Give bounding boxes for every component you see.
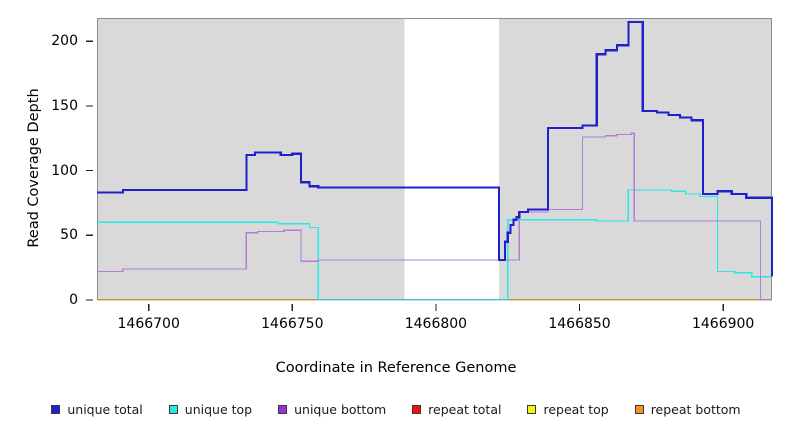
legend-label: unique bottom	[294, 401, 387, 417]
x-axis-title: Coordinate in Reference Genome	[275, 360, 517, 376]
legend-entry: unique bottom	[278, 402, 386, 417]
legend-color-swatch	[412, 404, 422, 414]
legend-entry: repeat bottom	[634, 401, 741, 417]
legend-entry: repeat top	[527, 401, 609, 417]
legend-label: unique top	[184, 401, 253, 417]
y-tick-label: 100	[51, 162, 78, 179]
legend-label: repeat top	[543, 401, 609, 417]
y-tick-label: 150	[51, 97, 78, 114]
legend-color-swatch	[634, 404, 644, 414]
x-tick-label: 1466750	[261, 316, 324, 332]
legend-color-swatch	[51, 404, 61, 414]
chart-legend: unique total unique top unique bottom repea…	[0, 398, 792, 420]
legend-entry: repeat total	[412, 402, 501, 417]
legend-entry: unique top	[168, 401, 253, 417]
legend-color-swatch	[527, 404, 537, 414]
x-tick-label: 1466850	[548, 316, 611, 332]
no-data-gap-region	[404, 18, 500, 300]
x-tick-label: 1466800	[404, 316, 468, 332]
y-tick-label: 0	[69, 292, 78, 308]
legend-color-swatch	[168, 404, 178, 414]
x-tick-label: 1466900	[691, 316, 755, 332]
series-line-unique-bottom	[97, 133, 772, 300]
y-tick-label: 200	[51, 33, 78, 50]
series-line-unique-top	[97, 190, 772, 300]
legend-color-swatch	[278, 404, 288, 414]
x-tick-label: 1466700	[117, 316, 180, 332]
legend-entry: unique total	[51, 401, 143, 417]
legend-label: repeat bottom	[650, 401, 741, 417]
y-tick-label: 50	[60, 227, 78, 244]
series-line-unique-total	[97, 22, 772, 277]
legend-label: unique total	[67, 401, 143, 417]
legend-label: repeat total	[428, 401, 502, 417]
